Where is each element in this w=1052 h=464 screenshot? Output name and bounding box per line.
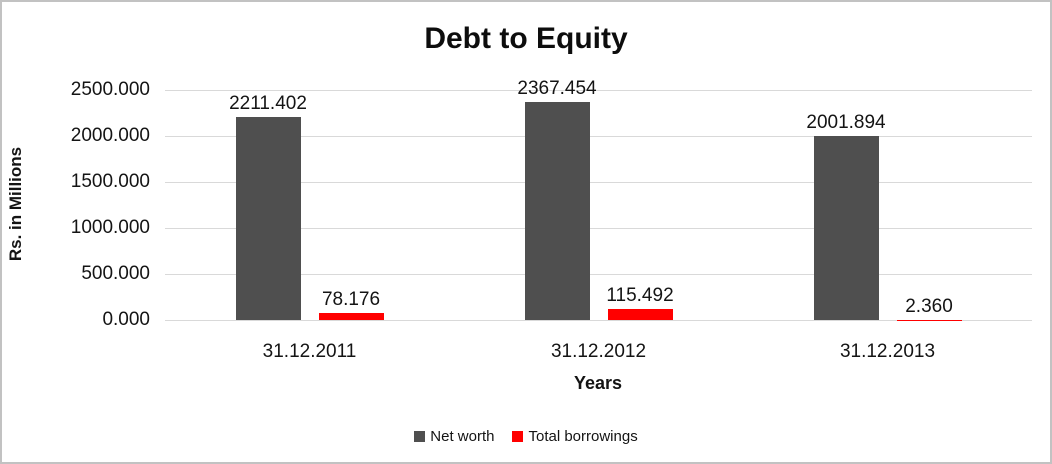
x-category-label: 31.12.2012 [550,341,647,362]
bar [607,309,673,320]
legend-swatch-icon [414,431,426,442]
gridline [165,136,1032,137]
y-tick-label: 2500.000 [70,79,150,100]
chart-legend: Net worth Total borrowings [2,428,1050,445]
y-tick-label: 1000.000 [70,217,150,238]
chart-title: Debt to Equity [424,22,628,55]
legend-swatch-icon [512,431,524,442]
y-tick-label: 500.000 [81,263,150,284]
x-axis-title: Years [573,373,623,393]
x-category-label: 31.12.2013 [839,341,936,362]
bar [318,312,384,320]
y-tick-label: 1500.000 [70,171,150,192]
bar [524,102,590,320]
bar [813,135,879,320]
gridline [165,228,1032,229]
gridline [165,182,1032,183]
y-tick-label: 0.000 [102,309,150,330]
bar-value-label: 2367.454 [517,78,597,100]
bar-value-label: 2.360 [905,295,953,317]
legend-item: Net worth [414,428,494,445]
legend-item: Total borrowings [512,428,638,445]
bar-value-label: 2211.402 [229,92,307,114]
y-tick-label: 2000.000 [70,125,150,146]
bar-value-label: 115.492 [606,285,674,307]
gridline [165,274,1032,275]
gridline [165,320,1032,321]
bar-value-label: 2001.894 [806,111,886,133]
legend-label: Total borrowings [528,428,638,445]
bar-value-label: 78.176 [321,288,381,310]
gridline [165,90,1032,91]
x-category-label: 31.12.2011 [262,341,357,362]
legend-label: Net worth [430,428,495,445]
bar [235,116,301,320]
